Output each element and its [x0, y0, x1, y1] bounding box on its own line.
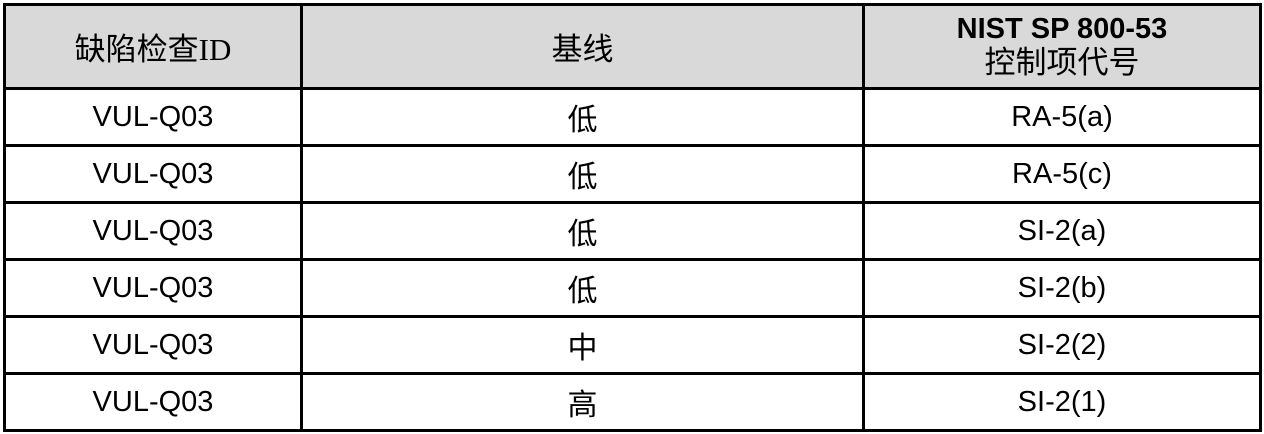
cell-nist-control: SI-2(a): [863, 202, 1261, 261]
cell-baseline: 低: [301, 145, 865, 204]
cell-nist-control: SI-2(2): [863, 316, 1261, 375]
header-row: 缺陷检查ID 基线 NIST SP 800-53 控制项代号: [4, 4, 1261, 90]
column-header-nist-standard-label: NIST SP 800-53: [956, 13, 1168, 46]
cell-baseline: 高: [301, 373, 865, 431]
cell-nist-control: RA-5(c): [863, 145, 1261, 204]
cell-nist-control-text: RA-5(a): [1011, 100, 1113, 133]
cell-nist-control: SI-2(1): [863, 373, 1261, 431]
cell-nist-control-text: RA-5(c): [1012, 157, 1112, 190]
cell-defect-check-id: VUL-Q03: [4, 316, 303, 375]
column-header-baseline: 基线: [301, 4, 865, 90]
cell-baseline: 低: [301, 259, 865, 318]
table-row: VUL-Q03 高 SI-2(1): [4, 373, 1261, 431]
column-header-nist-control-code-label: 控制项代号: [984, 44, 1140, 80]
table-row: VUL-Q03 低 SI-2(a): [4, 202, 1261, 261]
cell-nist-control-text: SI-2(b): [1017, 271, 1107, 304]
cell-baseline-text: 低: [567, 161, 598, 194]
column-header-defect-check-id: 缺陷检查ID: [4, 4, 303, 90]
cell-baseline-text: 低: [567, 104, 598, 137]
cell-nist-control-text: SI-2(2): [1017, 328, 1107, 361]
cell-nist-control-text: SI-2(1): [1017, 385, 1107, 418]
table-row: VUL-Q03 低 SI-2(b): [4, 259, 1261, 318]
table-row: VUL-Q03 低 RA-5(a): [4, 88, 1261, 147]
table-row: VUL-Q03 中 SI-2(2): [4, 316, 1261, 375]
column-header-nist-control: NIST SP 800-53 控制项代号: [863, 4, 1261, 90]
column-header-defect-check-id-label: 缺陷检查ID: [74, 32, 232, 67]
control-mapping-table: 缺陷检查ID 基线 NIST SP 800-53 控制项代号 VUL-Q03 低: [3, 3, 1262, 432]
cell-baseline: 低: [301, 202, 865, 261]
cell-defect-check-id: VUL-Q03: [4, 259, 303, 318]
cell-nist-control: SI-2(b): [863, 259, 1261, 318]
cell-defect-check-id-text: VUL-Q03: [92, 100, 214, 133]
cell-baseline-text: 低: [567, 218, 598, 251]
cell-nist-control-text: SI-2(a): [1017, 214, 1107, 247]
cell-defect-check-id-text: VUL-Q03: [92, 214, 214, 247]
cell-defect-check-id: VUL-Q03: [4, 88, 303, 147]
cell-defect-check-id: VUL-Q03: [4, 202, 303, 261]
cell-defect-check-id: VUL-Q03: [4, 145, 303, 204]
cell-baseline: 低: [301, 88, 865, 147]
mapping-table-container: 缺陷检查ID 基线 NIST SP 800-53 控制项代号 VUL-Q03 低: [3, 3, 1262, 432]
table-row: VUL-Q03 低 RA-5(c): [4, 145, 1261, 204]
cell-baseline-text: 高: [567, 389, 598, 422]
cell-defect-check-id-text: VUL-Q03: [92, 385, 214, 418]
cell-baseline: 中: [301, 316, 865, 375]
cell-defect-check-id: VUL-Q03: [4, 373, 303, 431]
cell-defect-check-id-text: VUL-Q03: [92, 157, 214, 190]
table-header: 缺陷检查ID 基线 NIST SP 800-53 控制项代号: [4, 4, 1261, 90]
column-header-baseline-label: 基线: [551, 32, 614, 67]
cell-nist-control: RA-5(a): [863, 88, 1261, 147]
table-body: VUL-Q03 低 RA-5(a) VUL-Q03 低 RA-5(c): [4, 88, 1261, 431]
cell-defect-check-id-text: VUL-Q03: [92, 271, 214, 304]
cell-baseline-text: 中: [567, 332, 598, 365]
cell-defect-check-id-text: VUL-Q03: [92, 328, 214, 361]
cell-baseline-text: 低: [567, 275, 598, 308]
